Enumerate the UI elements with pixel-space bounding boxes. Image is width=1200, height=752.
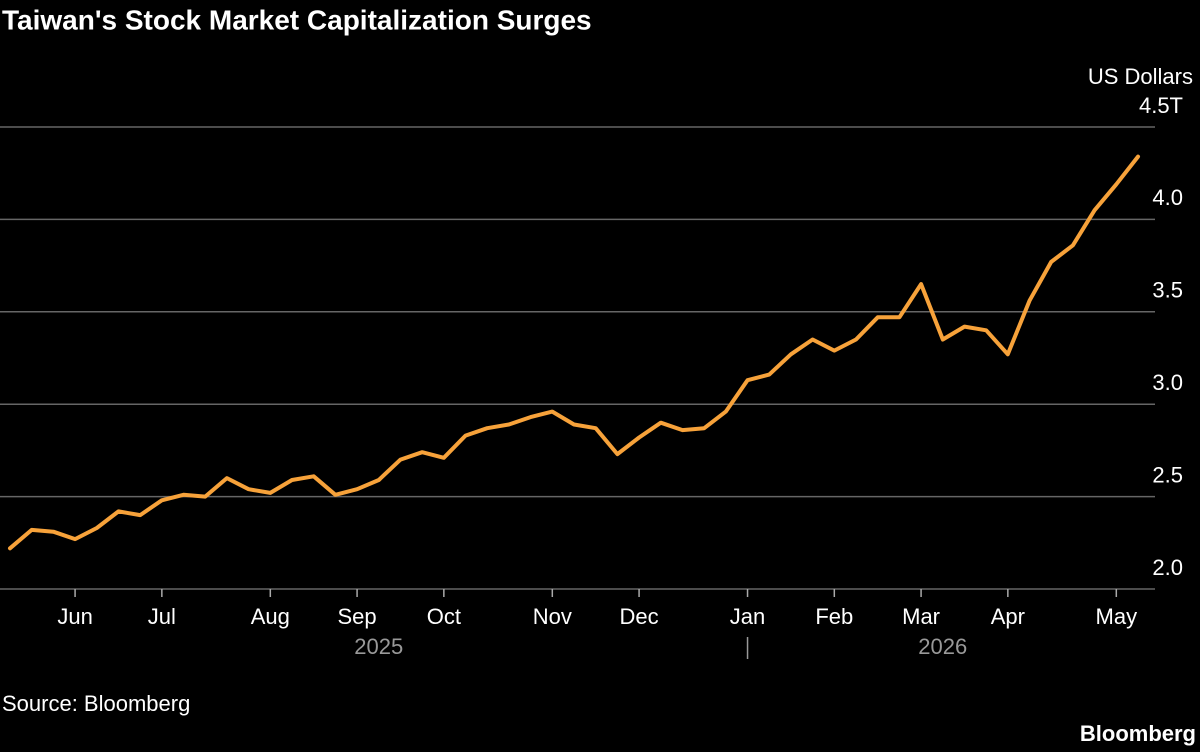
data-line [8,154,1140,551]
source: Source: Bloomberg [2,691,190,716]
year-label: 2026 [918,634,967,659]
x-tick-label: Apr [991,604,1025,629]
y-tick-label: 2.0 [1152,555,1183,580]
y-tick-label: 3.0 [1152,370,1183,395]
x-tick-label: Jun [57,604,92,629]
y-tick-label: 4.0 [1152,185,1183,210]
y-tick-label: 2.5 [1152,462,1183,487]
chart-title: Taiwan's Stock Market Capitalization Sur… [2,4,592,35]
y-tick-label: 3.5 [1152,278,1183,303]
x-tick-label: Jan [730,604,765,629]
x-tick-label: Nov [533,604,572,629]
x-tick-label: Mar [902,604,940,629]
year-label: 2025 [354,634,403,659]
x-tick-label: Dec [620,604,659,629]
y-tick-label: 4.5T [1139,93,1183,118]
x-tick-label: Jul [148,604,176,629]
x-tick-label: May [1096,604,1138,629]
x-tick-label: Oct [427,604,461,629]
y-axis-label: US Dollars [1088,64,1193,89]
x-tick-label: Sep [337,604,376,629]
x-tick-label: Aug [251,604,290,629]
x-tick-label: Feb [815,604,853,629]
brand: Bloomberg [1080,721,1196,746]
